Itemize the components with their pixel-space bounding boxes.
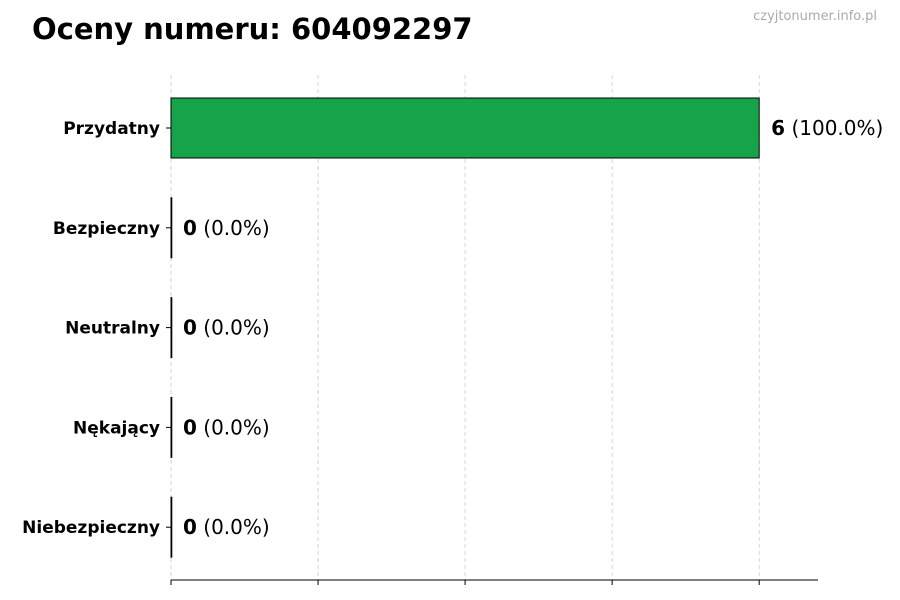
y-tick-label: Niebezpieczny [22, 518, 160, 538]
y-tick-label: Nękający [73, 418, 160, 438]
data-label-count: 0 [183, 415, 197, 439]
bar [170, 97, 760, 159]
data-label: 0 (0.0%) [183, 415, 270, 439]
y-tick-label: Neutralny [65, 319, 160, 339]
data-label-count: 6 [771, 116, 785, 140]
data-label-count: 0 [183, 515, 197, 539]
bar [170, 297, 173, 359]
data-label-percent: (100.0%) [785, 116, 883, 140]
bar [170, 197, 173, 259]
watermark: czyjtonumer.info.pl [753, 9, 877, 24]
data-label: 0 (0.0%) [183, 515, 270, 539]
bar [170, 496, 173, 558]
bar [170, 396, 173, 458]
y-tick-label: Przydatny [63, 119, 160, 139]
data-label-count: 0 [183, 316, 197, 340]
data-label-percent: (0.0%) [197, 515, 270, 539]
data-label-percent: (0.0%) [197, 216, 270, 240]
data-label-count: 0 [183, 216, 197, 240]
data-label-percent: (0.0%) [197, 316, 270, 340]
data-label: 6 (100.0%) [771, 116, 883, 140]
y-tick-label: Bezpieczny [53, 219, 160, 239]
data-label-percent: (0.0%) [197, 415, 270, 439]
data-label: 0 (0.0%) [183, 216, 270, 240]
chart-title: Oceny numeru: 604092297 [32, 12, 473, 46]
data-label: 0 (0.0%) [183, 316, 270, 340]
